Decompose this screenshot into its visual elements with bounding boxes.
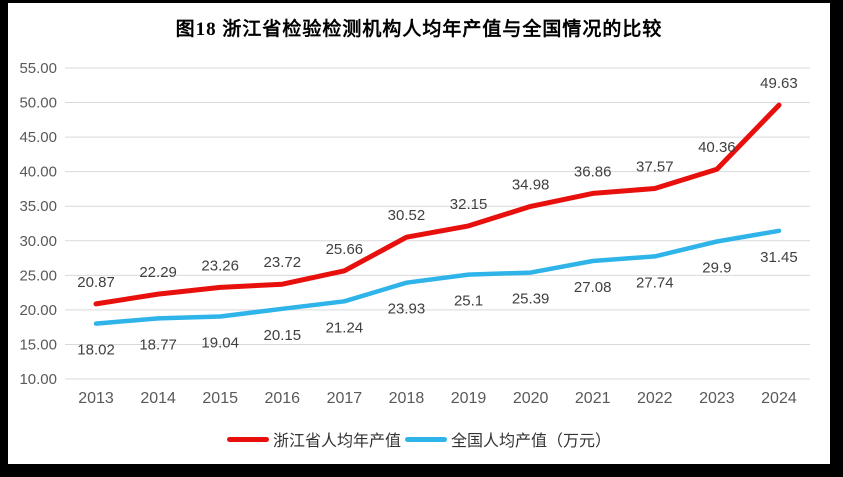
- data-label: 40.36: [698, 139, 736, 156]
- y-axis-label: 35.00: [19, 198, 57, 215]
- legend-label-zhejiang: 浙江省人均年产值: [272, 433, 401, 450]
- data-label: 18.02: [77, 342, 115, 359]
- blue-line-swatch-icon: [405, 436, 447, 442]
- data-label: 29.9: [702, 259, 731, 276]
- data-label: 32.15: [450, 196, 488, 213]
- data-label: 22.29: [139, 264, 177, 281]
- legend-label-national: 全国人均产值（万元）: [451, 433, 612, 450]
- data-label: 23.93: [388, 301, 426, 318]
- y-axis-label: 15.00: [19, 336, 57, 353]
- data-label: 27.74: [636, 274, 674, 291]
- data-label: 21.24: [326, 319, 364, 336]
- data-label: 31.45: [760, 249, 798, 266]
- data-label: 23.72: [264, 254, 302, 271]
- x-axis-label: 2014: [140, 390, 176, 407]
- data-label: 36.86: [574, 163, 612, 180]
- x-axis-label: 2019: [451, 390, 487, 407]
- chart-canvas: 图18 浙江省检验检测机构人均年产值与全国情况的比较 10.00 15.00 20.…: [8, 3, 830, 464]
- data-label: 19.04: [201, 335, 239, 352]
- x-axis-label: 2020: [513, 390, 549, 407]
- red-line-swatch-icon: [226, 436, 269, 442]
- chart-title: 图18 浙江省检验检测机构人均年产值与全国情况的比较: [175, 19, 663, 40]
- data-label: 49.63: [760, 75, 798, 92]
- series-line-zhejiang: [93, 102, 782, 307]
- data-label: 25.1: [454, 293, 483, 310]
- legend-item-national: 全国人均产值（万元）: [405, 427, 611, 451]
- line-chart: 10.00 15.00 20.00 25.00 30.00 35.00 40.00 45.00…: [19, 60, 810, 407]
- x-axis-label: 2022: [637, 390, 673, 407]
- x-axis-label: 2023: [699, 390, 735, 407]
- x-axis-label: 2018: [389, 390, 425, 407]
- legend-item-zhejiang: 浙江省人均年产值: [226, 427, 401, 451]
- chart-legend: 浙江省人均年产值 全国人均产值（万元）: [8, 427, 830, 451]
- y-axis-label: 10.00: [19, 371, 57, 388]
- x-axis-label: 2024: [761, 390, 797, 407]
- x-axis-label: 2013: [78, 390, 114, 407]
- data-label: 27.08: [574, 279, 612, 296]
- y-axis-label: 25.00: [19, 267, 57, 284]
- data-label: 23.26: [201, 257, 239, 274]
- data-label: 25.66: [326, 241, 364, 258]
- y-axis-label: 50.00: [19, 95, 57, 112]
- data-label: 25.39: [512, 291, 550, 308]
- y-axis-label: 45.00: [19, 129, 57, 146]
- y-axis-label: 40.00: [19, 164, 57, 181]
- x-axis-label: 2016: [264, 390, 300, 407]
- data-label: 34.98: [512, 176, 550, 193]
- data-label: 20.15: [264, 327, 302, 344]
- y-axis-label: 55.00: [19, 60, 57, 77]
- data-label: 20.87: [77, 274, 115, 291]
- x-axis-label: 2015: [202, 390, 238, 407]
- x-axis-label: 2021: [575, 390, 611, 407]
- x-axis-label: 2017: [327, 390, 363, 407]
- data-label: 30.52: [388, 207, 426, 224]
- y-axis-label: 30.00: [19, 233, 57, 250]
- data-label: 18.77: [139, 336, 177, 353]
- y-axis-label: 20.00: [19, 302, 57, 319]
- series-line-national: [93, 228, 782, 326]
- data-label: 37.57: [636, 158, 674, 175]
